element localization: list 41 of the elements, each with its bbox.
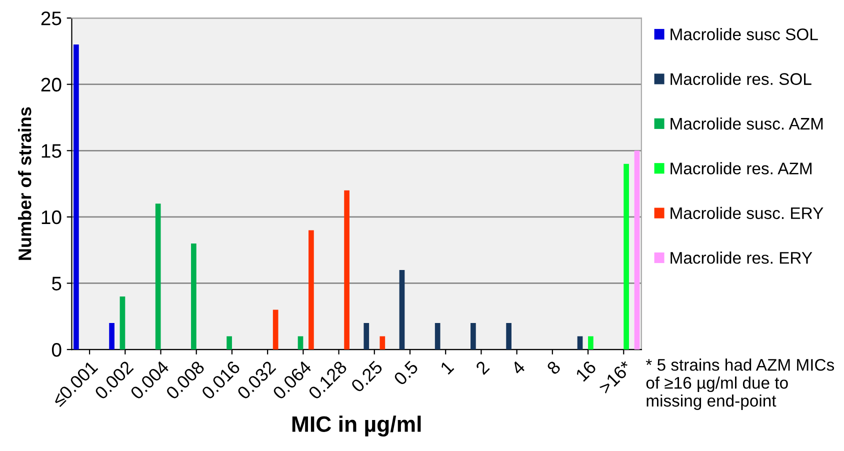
legend-label: Macrolide res. ERY [670, 252, 812, 264]
y-tick-label: 20 [41, 78, 62, 92]
bar [74, 44, 79, 350]
x-tick-label: 4 [510, 360, 526, 376]
bar [298, 336, 304, 350]
y-tick-label: 10 [42, 210, 62, 224]
bar [380, 336, 386, 350]
bar [109, 323, 114, 350]
y-tick-label: 0 [52, 342, 62, 357]
bar [272, 310, 278, 350]
legend-label: Macrolide susc. AZM [670, 117, 823, 130]
bar [588, 336, 594, 350]
y-tick-label: 25 [41, 12, 62, 26]
x-tick-label: 2 [475, 360, 490, 375]
bar [120, 296, 126, 350]
y-tick-label: 5 [52, 276, 62, 290]
x-tick-label: 0.5 [393, 360, 419, 386]
y-axis-title: Number of strains [18, 107, 32, 260]
bar [624, 164, 629, 350]
bar [308, 230, 314, 350]
text: * 5 strains had AZM MICs of ≥16 µg/ml due to missing end-point [646, 358, 834, 410]
bar [191, 243, 196, 350]
bar [344, 190, 350, 350]
legend-label: Macrolide res. AZM [670, 162, 812, 174]
bar [434, 323, 440, 350]
x-axis-title: MIC in µg/ml [292, 416, 421, 436]
bar [634, 150, 640, 350]
bar [470, 323, 476, 350]
bar [226, 336, 232, 350]
bar [506, 323, 512, 350]
bar [577, 336, 583, 350]
bar [364, 323, 370, 350]
legend-label: Macrolide susc SOL [670, 28, 818, 40]
legend-label: Macrolide res. SOL [670, 72, 812, 85]
bar [155, 204, 161, 350]
x-tick-label: 1 [440, 360, 454, 375]
y-tick-label: 15 [42, 144, 62, 158]
x-tick-label: 16 [575, 360, 597, 382]
bar [399, 270, 405, 350]
legend-label: Macrolide susc. ERY [670, 206, 824, 220]
x-tick-label: 8 [546, 360, 562, 376]
